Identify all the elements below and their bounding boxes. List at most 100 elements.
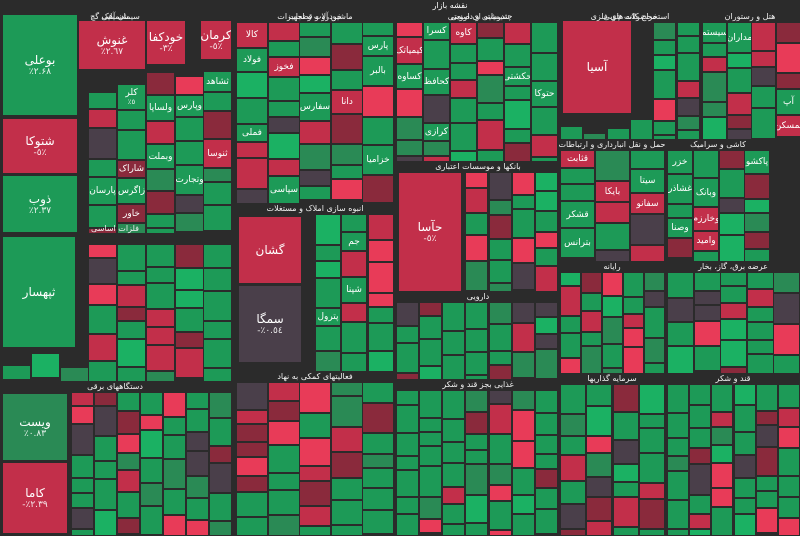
treemap-tile[interactable] <box>694 346 721 371</box>
treemap-tile[interactable] <box>186 520 209 536</box>
treemap-tile[interactable] <box>450 44 477 63</box>
treemap-tile[interactable] <box>146 169 175 191</box>
treemap-tile[interactable] <box>512 263 535 290</box>
treemap-tile[interactable] <box>560 168 595 184</box>
treemap-tile[interactable] <box>773 293 800 324</box>
treemap-tile[interactable] <box>512 238 535 263</box>
treemap-tile[interactable] <box>602 344 623 368</box>
treemap-tile[interactable] <box>186 498 209 520</box>
treemap-tile[interactable] <box>734 455 756 478</box>
treemap-tile[interactable] <box>423 156 450 162</box>
treemap-tile[interactable] <box>689 384 711 405</box>
treemap-tile[interactable] <box>778 384 800 408</box>
treemap-tile[interactable] <box>747 340 774 354</box>
treemap-tile[interactable]: وبملت <box>146 144 175 169</box>
treemap-tile[interactable] <box>560 126 583 140</box>
treemap-tile[interactable]: فولاد <box>236 48 268 72</box>
treemap-tile[interactable] <box>489 530 512 536</box>
treemap-tile[interactable] <box>331 452 363 478</box>
treemap-tile[interactable]: ثمسکن <box>776 115 800 137</box>
treemap-tile[interactable] <box>702 72 727 102</box>
treemap-tile[interactable] <box>489 283 512 292</box>
treemap-tile[interactable]: بترانس <box>560 228 595 258</box>
treemap-tile[interactable] <box>117 244 146 271</box>
treemap-tile[interactable] <box>644 272 665 291</box>
treemap-tile[interactable]: ولساپا <box>146 95 175 121</box>
treemap-tile[interactable] <box>744 199 770 213</box>
treemap-tile[interactable] <box>117 367 146 382</box>
treemap-tile[interactable] <box>639 414 665 428</box>
treemap-tile[interactable] <box>727 93 752 115</box>
treemap-tile[interactable] <box>504 129 531 143</box>
treemap-tile[interactable]: قثابت <box>560 150 595 168</box>
treemap-tile[interactable] <box>727 53 752 68</box>
treemap-tile[interactable] <box>756 476 778 491</box>
treemap-tile[interactable] <box>778 497 800 518</box>
treemap-tile[interactable] <box>209 392 232 418</box>
treemap-tile[interactable] <box>560 384 586 414</box>
treemap-tile[interactable] <box>88 258 117 284</box>
treemap-tile[interactable] <box>778 518 800 536</box>
treemap-tile[interactable] <box>465 329 488 352</box>
treemap-tile[interactable] <box>94 406 117 436</box>
treemap-tile[interactable] <box>595 202 630 223</box>
treemap-tile[interactable] <box>465 495 488 523</box>
treemap-tile[interactable] <box>236 98 268 124</box>
treemap-tile[interactable] <box>719 198 745 213</box>
treemap-tile[interactable] <box>186 392 209 409</box>
treemap-tile[interactable] <box>146 267 175 283</box>
treemap-tile[interactable] <box>734 514 756 536</box>
treemap-tile[interactable] <box>667 204 693 218</box>
treemap-tile[interactable] <box>623 297 644 314</box>
treemap-tile[interactable] <box>396 156 423 162</box>
treemap-tile[interactable] <box>117 339 146 367</box>
treemap-tile[interactable]: غشاذر <box>667 174 693 204</box>
treemap-tile[interactable] <box>644 307 665 338</box>
treemap-tile[interactable]: پارسان <box>88 177 117 205</box>
treemap-tile[interactable] <box>560 436 586 455</box>
treemap-tile[interactable] <box>734 498 756 514</box>
treemap-tile[interactable] <box>639 453 665 483</box>
treemap-tile[interactable] <box>747 307 774 322</box>
treemap-tile[interactable] <box>489 239 512 260</box>
treemap-tile[interactable] <box>331 396 363 427</box>
treemap-tile[interactable] <box>689 495 711 514</box>
treemap-tile[interactable]: وپارس <box>175 95 204 117</box>
treemap-tile[interactable] <box>602 368 623 374</box>
treemap-tile[interactable] <box>117 392 140 411</box>
treemap-tile[interactable] <box>299 186 331 200</box>
treemap-tile[interactable]: کساوه <box>396 64 423 89</box>
treemap-tile[interactable] <box>560 481 586 504</box>
treemap-tile[interactable] <box>209 493 232 521</box>
treemap-tile[interactable] <box>163 417 186 435</box>
treemap-tile[interactable] <box>719 150 745 169</box>
treemap-tile[interactable] <box>512 352 535 378</box>
treemap-tile[interactable] <box>203 205 232 231</box>
treemap-tile[interactable] <box>362 403 394 433</box>
treemap-tile[interactable] <box>442 390 465 419</box>
treemap-tile[interactable]: غنوش ٪۲.٦۷ <box>78 20 146 70</box>
treemap-tile[interactable] <box>236 517 268 536</box>
treemap-tile[interactable] <box>2 365 31 380</box>
treemap-tile[interactable]: آسیا <box>562 20 632 114</box>
treemap-tile[interactable] <box>203 339 232 368</box>
treemap-tile[interactable] <box>88 159 117 177</box>
treemap-tile[interactable] <box>117 110 146 130</box>
treemap-tile[interactable] <box>362 468 394 488</box>
treemap-tile[interactable] <box>535 266 558 292</box>
treemap-tile[interactable] <box>751 67 776 86</box>
treemap-tile[interactable] <box>341 251 367 277</box>
treemap-tile[interactable] <box>756 411 778 425</box>
treemap-tile[interactable] <box>734 405 756 432</box>
treemap-tile[interactable] <box>419 316 442 339</box>
treemap-tile[interactable] <box>315 326 341 351</box>
treemap-tile[interactable] <box>667 500 689 529</box>
treemap-tile[interactable] <box>535 413 558 435</box>
treemap-tile[interactable] <box>653 22 676 40</box>
treemap-tile[interactable] <box>203 368 232 382</box>
treemap-tile[interactable] <box>613 440 639 464</box>
treemap-tile[interactable] <box>630 150 665 169</box>
treemap-tile[interactable] <box>653 70 676 99</box>
treemap-tile[interactable] <box>623 347 644 374</box>
treemap-tile[interactable] <box>504 22 531 44</box>
